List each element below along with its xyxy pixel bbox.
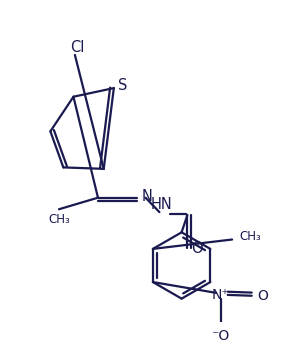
Text: N: N: [142, 189, 153, 204]
Text: HN: HN: [151, 197, 172, 212]
Text: O: O: [191, 241, 203, 256]
Text: N⁺: N⁺: [212, 288, 229, 302]
Text: O: O: [258, 289, 268, 303]
Text: CH₃: CH₃: [239, 230, 261, 243]
Text: S: S: [118, 78, 127, 93]
Text: CH₃: CH₃: [48, 213, 70, 226]
Text: ⁻O: ⁻O: [211, 329, 230, 343]
Text: Cl: Cl: [71, 40, 85, 55]
